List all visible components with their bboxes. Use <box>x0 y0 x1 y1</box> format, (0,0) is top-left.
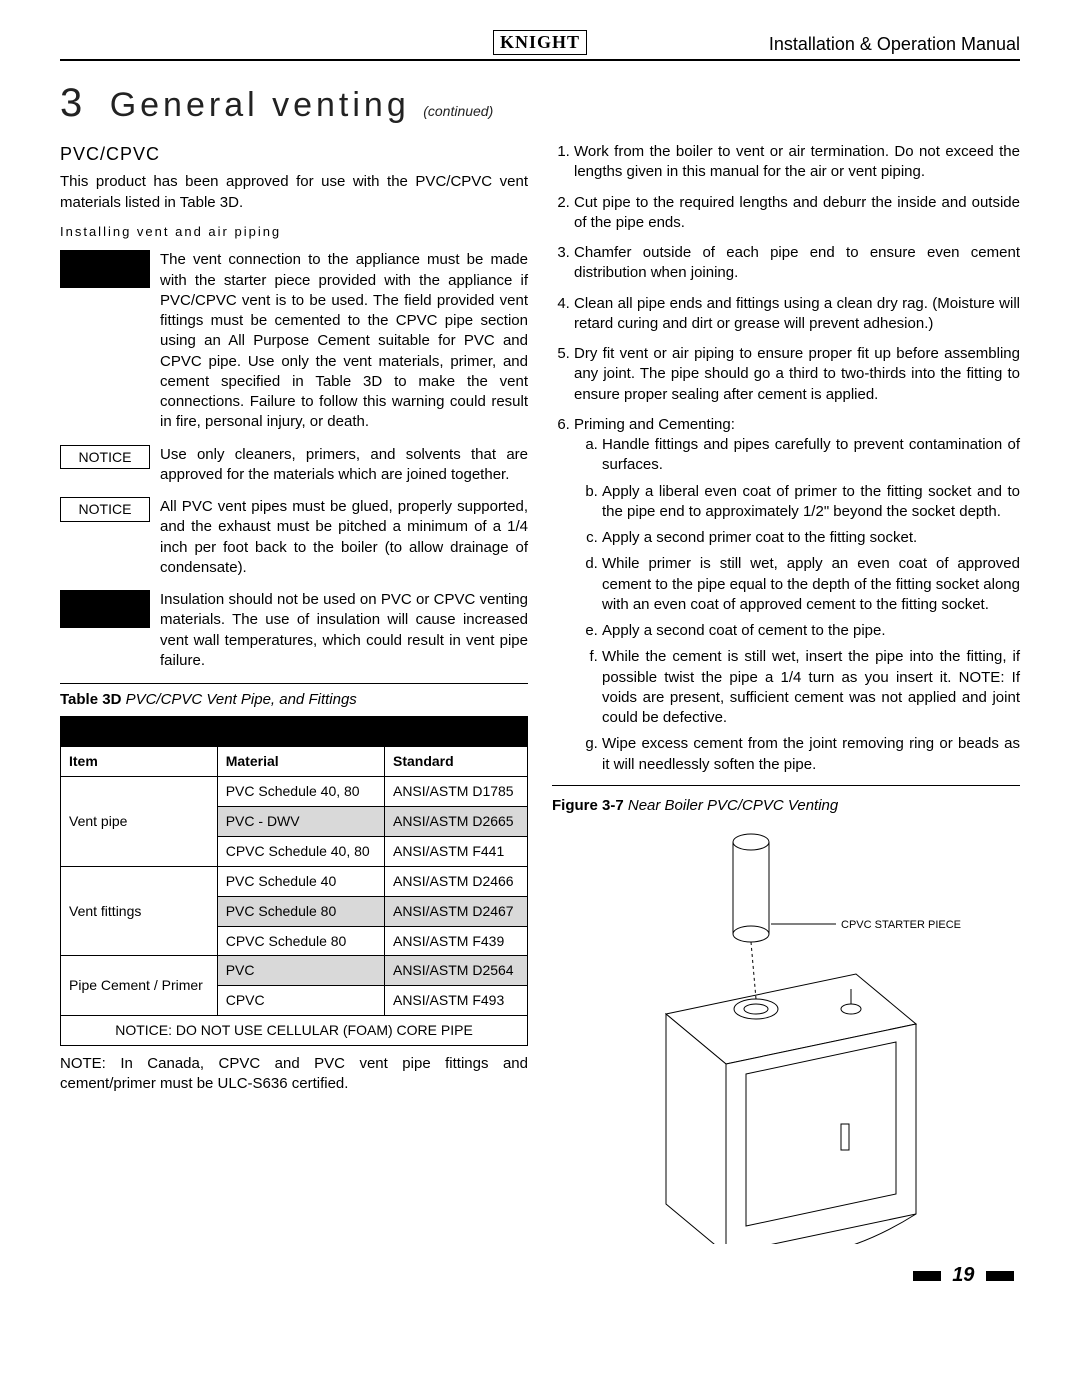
doc-title: Installation & Operation Manual <box>587 34 1020 55</box>
substep-item: Apply a liberal even coat of primer to t… <box>602 482 1020 523</box>
notice-callout-1: NOTICE Use only cleaners, primers, and s… <box>60 445 528 486</box>
section-heading: 3 General venting (continued) <box>60 81 1020 126</box>
figure-3-7-title: Figure 3-7 Near Boiler PVC/CPVC Venting <box>552 796 1020 816</box>
substep-item: Wipe excess cement from the joint removi… <box>602 734 1020 775</box>
pvc-intro: This product has been approved for use w… <box>60 172 528 213</box>
install-steps: Work from the boiler to vent or air term… <box>552 142 1020 775</box>
section-number: 3 <box>60 81 86 125</box>
two-column-layout: PVC/CPVC This product has been approved … <box>60 142 1020 1244</box>
table-cell-material: PVC <box>217 956 384 986</box>
table-cell-material: CPVC Schedule 80 <box>217 926 384 956</box>
divider-right <box>552 785 1020 786</box>
notice-label-1: NOTICE <box>60 445 150 470</box>
substep-item: Handle fittings and pipes carefully to p… <box>602 435 1020 476</box>
step-item: Clean all pipe ends and fittings using a… <box>574 294 1020 335</box>
pvc-subhead: PVC/CPVC <box>60 142 528 166</box>
table-cell-material: PVC Schedule 40, 80 <box>217 777 384 807</box>
table-3d-title: Table 3D PVC/CPVC Vent Pipe, and Fitting… <box>60 690 528 710</box>
table-cell-standard: ANSI/ASTM D2467 <box>384 896 527 926</box>
notice-text-2: All PVC vent pipes must be glued, proper… <box>160 497 528 578</box>
table-row: Pipe Cement / PrimerPVCANSI/ASTM D2564 <box>61 956 528 986</box>
table-cell-material: PVC - DWV <box>217 807 384 837</box>
table-cell-standard: ANSI/ASTM D2665 <box>384 807 527 837</box>
page-bar-right <box>986 1271 1014 1281</box>
table-column-header: Item <box>61 747 218 777</box>
table-3d: ItemMaterialStandard Vent pipePVC Schedu… <box>60 716 528 1046</box>
table-cell-item: Vent pipe <box>61 777 218 867</box>
figure-title-rest: Near Boiler PVC/CPVC Venting <box>624 797 839 814</box>
table-notice-row: NOTICE: DO NOT USE CELLULAR (FOAM) CORE … <box>61 1016 528 1046</box>
step-item: Work from the boiler to vent or air term… <box>574 142 1020 183</box>
table-cell-standard: ANSI/ASTM F441 <box>384 836 527 866</box>
step-item: Priming and Cementing:Handle fittings an… <box>574 415 1020 775</box>
step-item: Chamfer outside of each pipe end to ensu… <box>574 243 1020 284</box>
right-column: Work from the boiler to vent or air term… <box>552 142 1020 1244</box>
left-column: PVC/CPVC This product has been approved … <box>60 142 528 1244</box>
warning-callout-1: The vent connection to the appliance mus… <box>60 250 528 432</box>
substep-item: Apply a second primer coat to the fittin… <box>602 528 1020 548</box>
install-subhead: Installing vent and air piping <box>60 223 528 241</box>
step-item: Dry fit vent or air piping to ensure pro… <box>574 344 1020 405</box>
warning-label-2 <box>60 590 150 628</box>
table-row: Vent pipePVC Schedule 40, 80ANSI/ASTM D1… <box>61 777 528 807</box>
step-item: Cut pipe to the required lengths and deb… <box>574 193 1020 234</box>
section-title-text: General venting <box>110 86 410 124</box>
page-header: KNIGHT Installation & Operation Manual <box>60 30 1020 61</box>
substep-item: While primer is still wet, apply an even… <box>602 554 1020 615</box>
brand-logo: KNIGHT <box>493 30 587 55</box>
figure-title-bold: Figure 3-7 <box>552 797 624 814</box>
figure-3-7: CPVC STARTER PIECE <box>552 824 1020 1244</box>
table-cell-item: Vent fittings <box>61 866 218 956</box>
table-cell-material: PVC Schedule 40 <box>217 866 384 896</box>
divider <box>60 683 528 684</box>
table-header-bar <box>61 717 528 747</box>
table-cell-item: Pipe Cement / Primer <box>61 956 218 1016</box>
boiler-diagram: CPVC STARTER PIECE <box>606 824 966 1244</box>
substep-item: Apply a second coat of cement to the pip… <box>602 621 1020 641</box>
page-bar-left <box>913 1271 941 1281</box>
table-cell-standard: ANSI/ASTM D1785 <box>384 777 527 807</box>
starter-piece-label: CPVC STARTER PIECE <box>841 919 961 931</box>
canada-note: NOTE: In Canada, CPVC and PVC vent pipe … <box>60 1054 528 1095</box>
table-3d-title-bold: Table 3D <box>60 691 121 708</box>
table-cell-material: PVC Schedule 80 <box>217 896 384 926</box>
table-cell-standard: ANSI/ASTM D2564 <box>384 956 527 986</box>
page-number-value: 19 <box>952 1264 974 1286</box>
warning-text-2: Insulation should not be used on PVC or … <box>160 590 528 671</box>
notice-callout-2: NOTICE All PVC vent pipes must be glued,… <box>60 497 528 578</box>
table-row: Vent fittingsPVC Schedule 40ANSI/ASTM D2… <box>61 866 528 896</box>
table-column-header: Standard <box>384 747 527 777</box>
section-continued: (continued) <box>423 103 493 119</box>
table-cell-standard: ANSI/ASTM F439 <box>384 926 527 956</box>
substeps: Handle fittings and pipes carefully to p… <box>574 435 1020 775</box>
substep-item: While the cement is still wet, insert th… <box>602 647 1020 728</box>
warning-label-1 <box>60 250 150 288</box>
table-3d-title-rest: PVC/CPVC Vent Pipe, and Fittings <box>121 691 356 708</box>
notice-label-2: NOTICE <box>60 497 150 522</box>
table-column-header: Material <box>217 747 384 777</box>
warning-text-1: The vent connection to the appliance mus… <box>160 250 528 432</box>
warning-callout-2: Insulation should not be used on PVC or … <box>60 590 528 671</box>
table-cell-standard: ANSI/ASTM F493 <box>384 986 527 1016</box>
table-cell-standard: ANSI/ASTM D2466 <box>384 866 527 896</box>
table-cell-material: CPVC <box>217 986 384 1016</box>
table-cell-material: CPVC Schedule 40, 80 <box>217 836 384 866</box>
notice-text-1: Use only cleaners, primers, and solvents… <box>160 445 528 486</box>
page-number: 19 <box>60 1264 1020 1287</box>
